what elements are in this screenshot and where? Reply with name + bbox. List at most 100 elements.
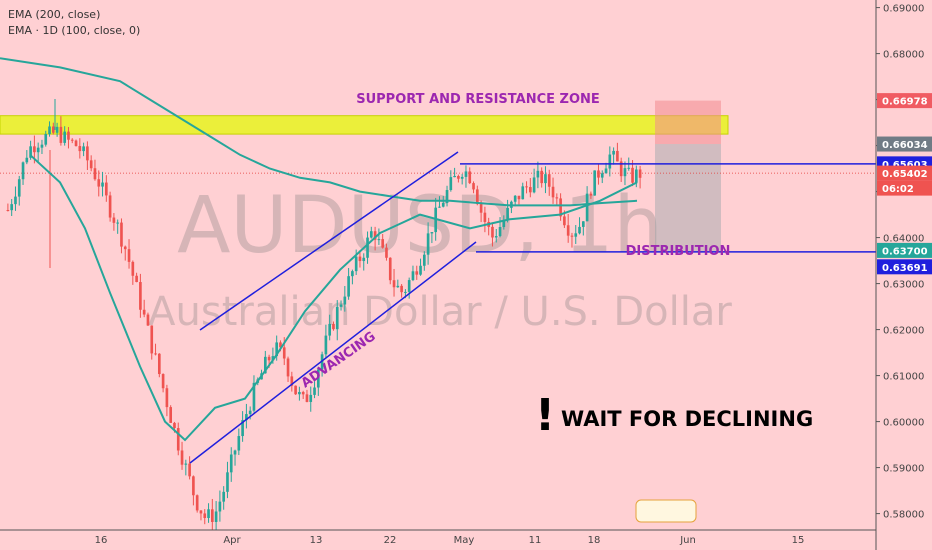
watermark-name: Australian Dollar / U.S. Dollar	[148, 289, 732, 335]
candle-body	[120, 222, 123, 247]
candle-body	[419, 265, 422, 275]
candle-body	[161, 374, 165, 389]
candle-body	[40, 144, 44, 148]
candle-body	[392, 280, 396, 288]
candle-body	[593, 170, 597, 196]
exclamation-mark: !	[535, 390, 555, 441]
candle-body	[74, 140, 78, 147]
candle-body	[6, 210, 10, 211]
candle-body	[301, 391, 305, 395]
price-tag-last: 0.65402	[877, 165, 932, 181]
candle-body	[521, 186, 525, 200]
zone-label: SUPPORT AND RESISTANCE ZONE	[356, 92, 600, 107]
candle-body	[222, 491, 226, 502]
y-tick-label: 0.62000	[883, 326, 924, 337]
candle-body	[282, 347, 286, 359]
candle-body	[612, 150, 615, 155]
candle-body	[631, 167, 634, 183]
candle-body	[233, 450, 237, 455]
candles	[6, 116, 642, 530]
candle-body	[139, 282, 142, 310]
candle-body	[131, 261, 135, 276]
price-tag-entry: 0.66034	[877, 136, 932, 152]
candle-body	[229, 454, 233, 473]
candle-body	[123, 246, 127, 250]
candle-body	[67, 131, 70, 140]
candle-body	[347, 276, 350, 297]
price-tag-stop: 0.63700	[877, 242, 932, 258]
candle-body	[89, 160, 93, 169]
candle-body	[36, 147, 40, 153]
candle-body	[616, 150, 619, 162]
candle-body	[608, 154, 612, 169]
indicator-ema-100-1d[interactable]: EMA · 1D (100, close, 0)	[8, 24, 141, 37]
price-tag-label: 0.65603	[882, 160, 928, 171]
candle-body	[165, 388, 169, 408]
candle-body	[438, 206, 441, 208]
candle-body	[279, 342, 282, 348]
y-tick-label: 0.61000	[883, 372, 924, 383]
candle-body	[290, 376, 294, 386]
candle-body	[358, 256, 362, 262]
y-tick-label: 0.60000	[883, 418, 924, 429]
candle-body	[430, 232, 434, 234]
candle-body	[59, 126, 63, 143]
candle-body	[142, 309, 146, 315]
y-tick-label: 0.69000	[883, 4, 924, 15]
candle-body	[589, 193, 593, 196]
candle-body	[354, 256, 358, 272]
candle-body	[275, 342, 279, 357]
candle-body	[464, 171, 468, 177]
wait-label: WAIT FOR DECLINING	[561, 407, 813, 431]
candle-body	[51, 126, 55, 133]
candle-body	[457, 176, 460, 179]
candle-body	[195, 495, 199, 511]
candle-body	[241, 420, 244, 437]
candle-body	[441, 202, 445, 207]
candle-body	[453, 176, 456, 178]
price-tag-label: 0.66978	[882, 97, 928, 108]
price-axis	[876, 0, 932, 550]
candle-body	[460, 176, 464, 179]
x-tick-label: 18	[588, 535, 601, 546]
indicator-ema-200[interactable]: EMA (200, close)	[8, 8, 101, 21]
candle-body	[10, 204, 14, 211]
candle-body	[328, 323, 332, 336]
candle-body	[502, 220, 506, 228]
watermark-symbol: AUDUSD, 1h	[177, 181, 663, 271]
candle-body	[33, 146, 36, 153]
candle-body	[400, 285, 403, 293]
price-tag-label: 0.63691	[882, 263, 928, 274]
x-tick-label: 15	[792, 535, 805, 546]
candle-body	[157, 353, 161, 375]
candle-body	[316, 369, 320, 388]
candle-body	[25, 157, 29, 163]
advancing-label: ADVANCING	[299, 329, 379, 391]
candle-body	[294, 385, 297, 395]
candle-body	[445, 190, 449, 203]
candle-body	[506, 207, 509, 221]
candle-body	[188, 463, 191, 477]
candle-body	[207, 509, 210, 518]
candle-body	[388, 257, 392, 281]
price-tag-countdown: 06:02	[877, 180, 932, 196]
candle-body	[597, 170, 600, 178]
price-tag-bg	[877, 136, 932, 152]
candle-body	[566, 225, 570, 236]
candle-body	[619, 161, 623, 177]
candle-body	[604, 168, 608, 174]
ema-200-line	[0, 57, 638, 207]
candle-body	[627, 167, 631, 169]
candle-body	[415, 271, 419, 275]
candle-body	[559, 198, 562, 217]
price-tag-label: 0.63700	[882, 246, 928, 257]
distribution-label: DISTRIBUTION	[626, 244, 731, 259]
candle-body	[267, 356, 271, 361]
candle-body	[483, 212, 487, 222]
candle-body	[210, 509, 214, 522]
candle-body	[513, 195, 517, 202]
candle-body	[78, 146, 82, 152]
candle-body	[343, 296, 347, 305]
